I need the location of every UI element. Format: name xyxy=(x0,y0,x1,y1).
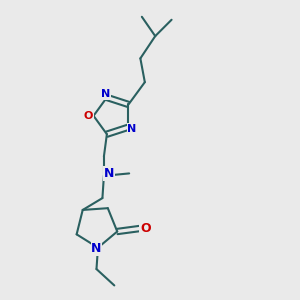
Text: N: N xyxy=(104,167,114,180)
Text: O: O xyxy=(83,111,93,121)
Text: N: N xyxy=(128,124,137,134)
Text: O: O xyxy=(140,222,151,235)
Text: N: N xyxy=(101,89,110,99)
Text: N: N xyxy=(91,242,102,255)
